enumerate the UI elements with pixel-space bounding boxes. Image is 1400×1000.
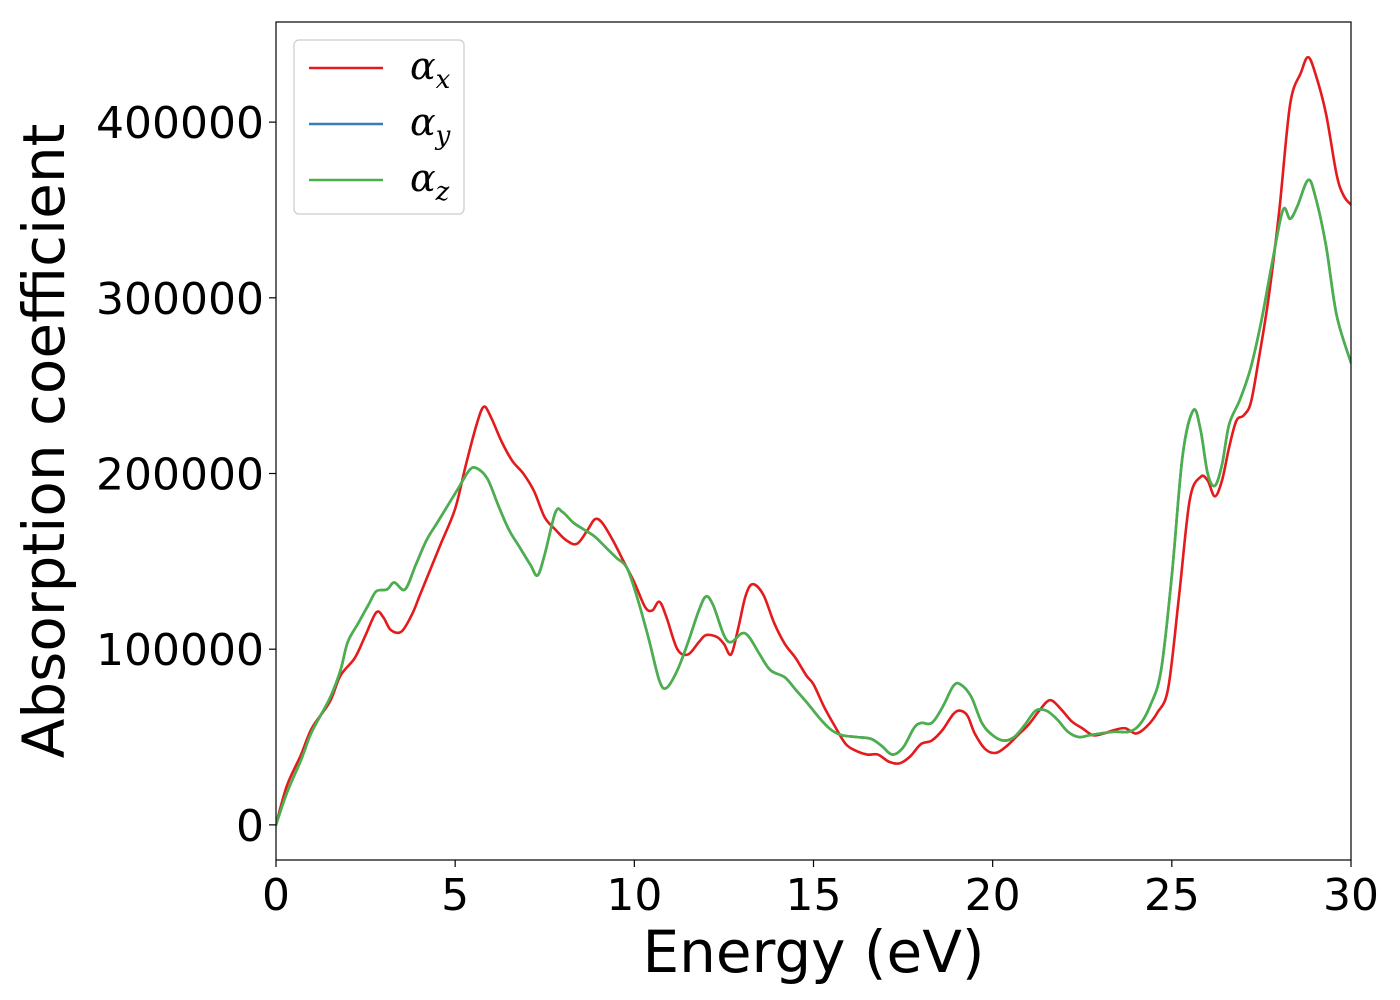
x-axis-ticks: 0 5 10 15 20 25 30 [262, 860, 1379, 921]
y-tick-label: 100000 [96, 625, 264, 676]
y-tick-label: 0 [236, 801, 264, 852]
x-tick-label: 20 [965, 870, 1021, 921]
y-tick-label: 200000 [96, 450, 264, 501]
legend-label: αy [410, 100, 451, 151]
plot-area [275, 21, 1352, 861]
x-tick-label: 5 [441, 870, 469, 921]
x-tick-label: 0 [262, 870, 290, 921]
x-tick-label: 15 [786, 870, 842, 921]
x-tick-label: 10 [606, 870, 662, 921]
legend-label: αx [410, 44, 451, 95]
series-layer [276, 55, 1351, 827]
y-tick-label: 300000 [96, 274, 264, 325]
y-tick-label: 400000 [96, 98, 264, 149]
legend-item-y: αy [309, 100, 451, 151]
legend-label: αz [410, 156, 450, 207]
legend-item-z: αz [309, 156, 450, 207]
y-axis-label: Absorption coefficient [10, 124, 78, 759]
legend-item-x: αx [309, 44, 451, 95]
x-tick-label: 25 [1144, 870, 1200, 921]
y-axis-ticks: 0 100000 200000 300000 400000 [96, 98, 276, 852]
x-axis-label: Energy (eV) [642, 918, 984, 986]
x-tick-label: 30 [1323, 870, 1379, 921]
series-line-x [276, 55, 1351, 827]
legend-box [293, 39, 465, 215]
series-line-z [276, 178, 1351, 827]
